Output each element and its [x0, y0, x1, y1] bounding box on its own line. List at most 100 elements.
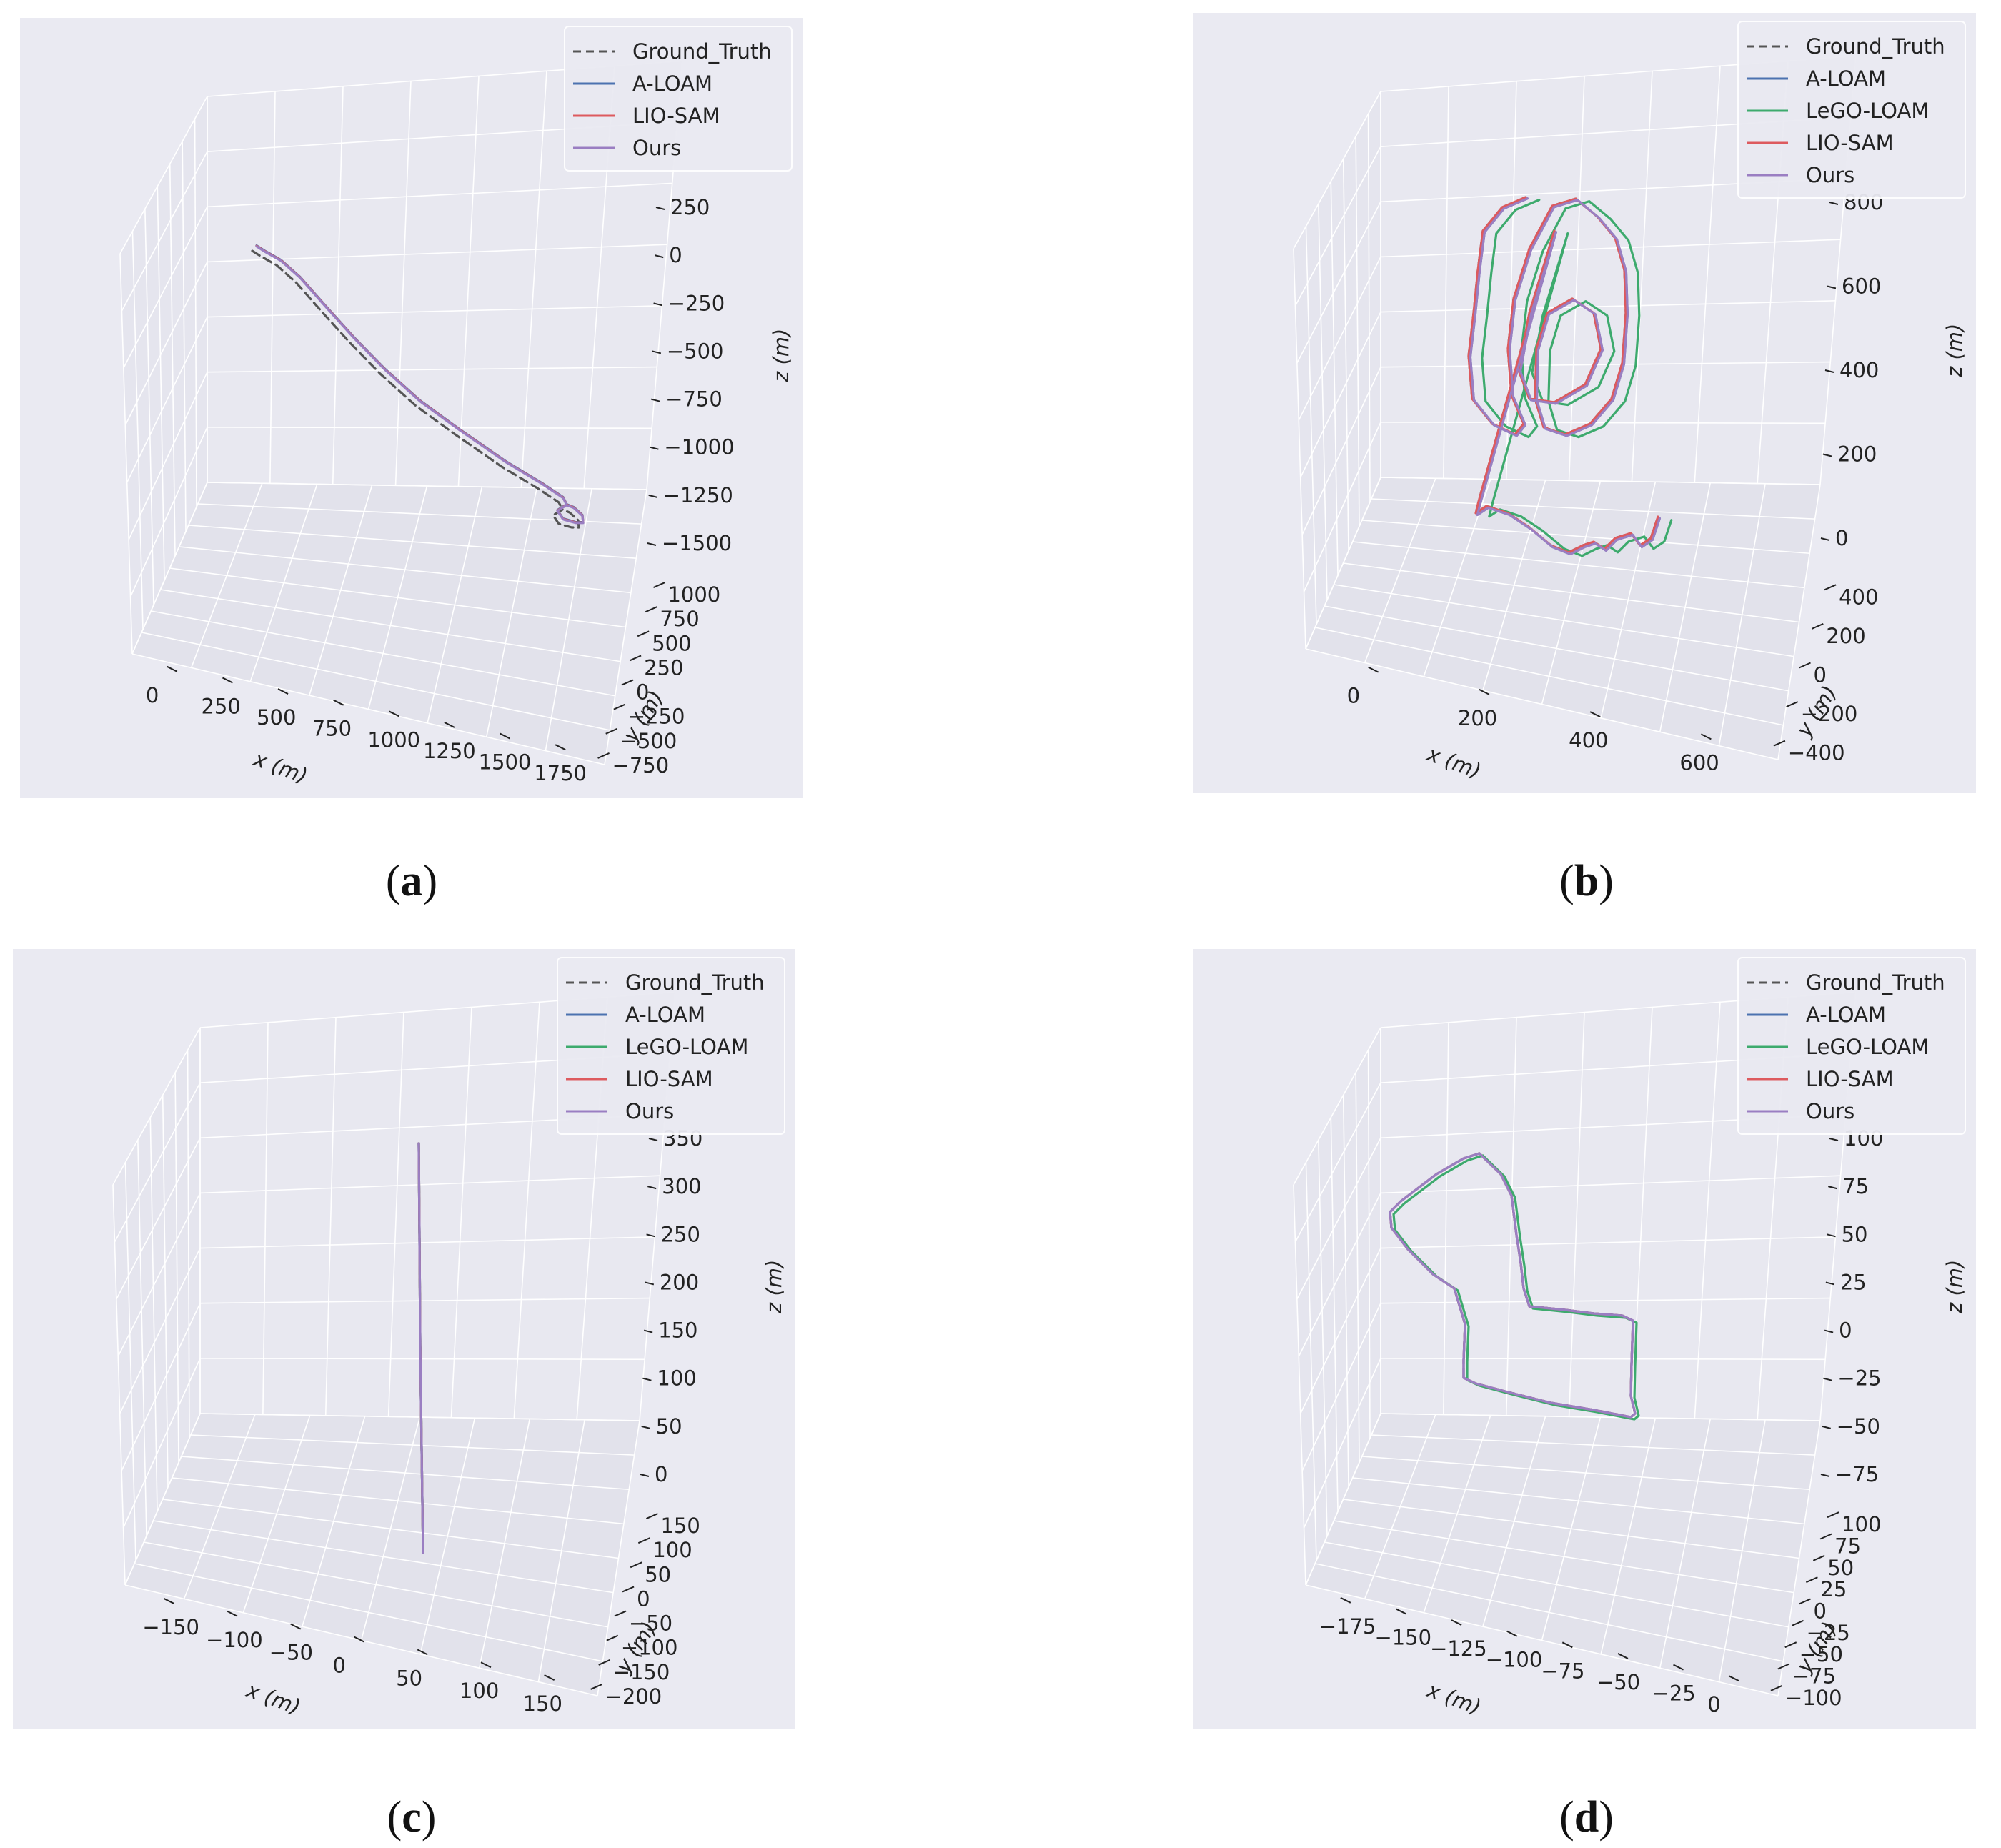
- legend: Ground_Truth A-LOAM LIO-SAM Ours: [564, 26, 793, 172]
- grid-line: [144, 209, 154, 605]
- back-pane: [1381, 992, 1856, 1421]
- grid-line: [1355, 136, 1360, 527]
- legend-label: Ground_Truth: [625, 970, 765, 995]
- x-tick: [1479, 688, 1490, 695]
- legend-label: LIO-SAM: [1806, 1067, 1894, 1091]
- y-tick-label: −250: [628, 705, 685, 729]
- grid-line: [137, 1140, 147, 1536]
- grid-line: [199, 1413, 640, 1421]
- grid-line: [1361, 520, 1810, 555]
- y-tick: [1792, 1619, 1804, 1626]
- grid-line: [1343, 562, 1799, 623]
- grid-line: [262, 1022, 269, 1415]
- grid-line: [1367, 114, 1371, 502]
- x-tick: [227, 1610, 238, 1617]
- z-tick-label: −750: [665, 387, 723, 412]
- grid-line: [1371, 1434, 1815, 1456]
- grid-line: [1380, 1297, 1831, 1304]
- y-tick: [597, 752, 610, 759]
- legend-box: [1737, 21, 1966, 199]
- z-tick-label: 250: [661, 1222, 700, 1246]
- grid-line: [121, 151, 208, 312]
- grid-line: [478, 1419, 531, 1669]
- y-tick-label: 200: [1826, 624, 1865, 648]
- grid-line: [181, 1456, 630, 1491]
- grid-line: [597, 1420, 640, 1697]
- x-tick-label: 250: [201, 694, 240, 718]
- grid-line: [131, 482, 208, 655]
- y-tick: [1786, 701, 1799, 708]
- legend-label: LeGO-LOAM: [625, 1035, 748, 1059]
- grid-line: [1301, 367, 1381, 535]
- y-tick-label: −400: [1788, 741, 1845, 765]
- y-tick-label: −750: [612, 753, 670, 778]
- grid-line: [207, 244, 667, 263]
- grid-line: [199, 1358, 645, 1361]
- grid-line: [1305, 226, 1317, 625]
- grid-line: [1293, 1027, 1381, 1186]
- x-tick: [444, 722, 455, 728]
- z-tick: [650, 398, 660, 402]
- grid-line: [1296, 201, 1381, 364]
- trajectories: [1389, 1152, 1640, 1421]
- z-tick-label: 100: [657, 1366, 696, 1391]
- caption-c: (c): [387, 1793, 437, 1842]
- grid-line: [1631, 71, 1653, 482]
- grid-line: [1361, 1456, 1810, 1491]
- grid-line: [119, 96, 208, 254]
- z-tick: [1820, 1474, 1830, 1477]
- legend-box: [564, 26, 793, 172]
- z-tick-label: −250: [668, 291, 725, 315]
- x-tick: [1451, 1619, 1462, 1626]
- grid-line: [427, 487, 483, 724]
- legend-label: LIO-SAM: [632, 104, 720, 128]
- grid-line: [1777, 1420, 1821, 1697]
- grid-line: [1777, 484, 1821, 760]
- grid-line: [1305, 1162, 1317, 1561]
- grid-line: [174, 1072, 179, 1463]
- grid-line: [1318, 1140, 1328, 1536]
- caption-a: (a): [385, 857, 438, 905]
- z-tick: [641, 1425, 650, 1429]
- y-tick-label: −50: [1799, 1642, 1843, 1666]
- y-tick-label: −25: [1807, 1621, 1850, 1645]
- x-tick: [333, 699, 344, 706]
- grid-line: [190, 1434, 635, 1456]
- x-tick: [277, 688, 289, 695]
- z-tick: [647, 1186, 657, 1190]
- grid-line: [114, 1082, 201, 1243]
- z-axis-label: z (m): [769, 329, 793, 383]
- grid-line: [1303, 422, 1381, 592]
- y-tick-label: −500: [620, 729, 677, 753]
- y-tick: [645, 606, 657, 613]
- grid-line: [1380, 239, 1841, 258]
- grid-line: [1380, 1236, 1836, 1249]
- z-tick-label: −1500: [662, 531, 732, 555]
- grid-line: [1600, 482, 1657, 719]
- y-tick: [629, 655, 642, 662]
- y-tick-label: −150: [613, 1660, 670, 1684]
- y-tick: [1824, 584, 1837, 591]
- legend-label: LeGO-LOAM: [1806, 1035, 1929, 1059]
- grid-line: [1352, 541, 1804, 589]
- x-tick-label: 100: [460, 1679, 499, 1703]
- x-tick: [417, 1649, 428, 1656]
- grid-line: [1380, 1175, 1841, 1194]
- z-tick-label: −50: [1837, 1414, 1880, 1439]
- grid-line: [1355, 1072, 1360, 1463]
- floor-pane: [132, 482, 647, 765]
- z-axis-label: z (m): [1942, 1260, 1967, 1314]
- z-tick: [1827, 1233, 1836, 1238]
- grid-line: [116, 1137, 201, 1300]
- legend-label: Ours: [1806, 163, 1854, 187]
- back-pane: [207, 61, 682, 490]
- subplot-d: −175 −150 −125 −100 −75 −50 −25 0 x (m) −100 −75 −5…: [1193, 949, 1976, 1729]
- grid-line: [119, 1248, 201, 1414]
- grid-line: [1294, 146, 1381, 307]
- caption-b: (b): [1559, 857, 1614, 905]
- y-tick: [1799, 1598, 1811, 1605]
- z-tick-label: 200: [1837, 442, 1877, 467]
- y-tick: [646, 1513, 658, 1519]
